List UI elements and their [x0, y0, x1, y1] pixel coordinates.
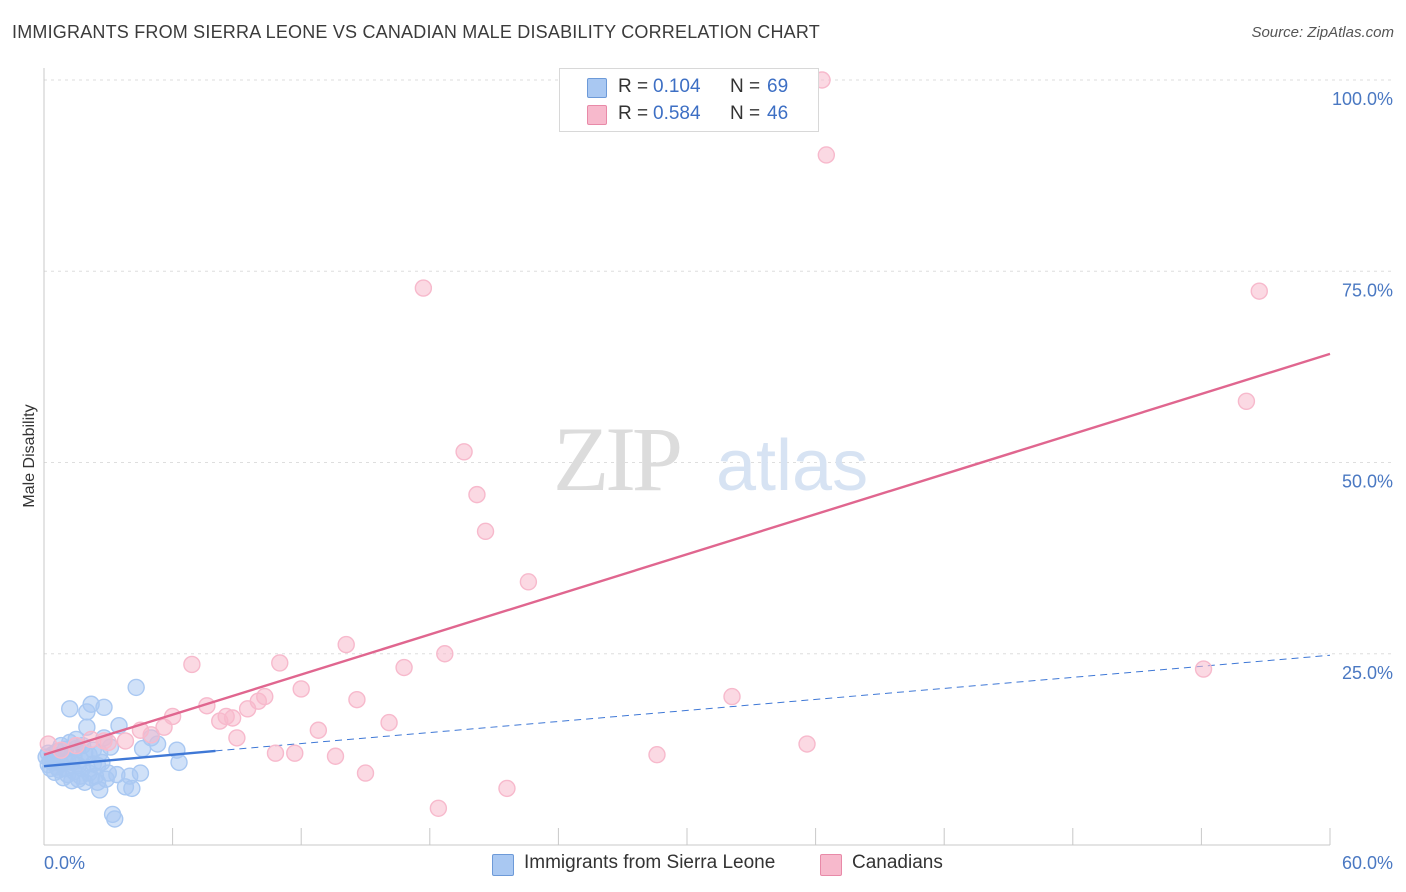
legend-n-value: 69 [767, 76, 789, 97]
data-point [798, 735, 816, 753]
data-point [1237, 392, 1256, 410]
data-point [648, 746, 666, 764]
x-tick-label: 60.0% [1342, 853, 1393, 873]
data-point [127, 678, 145, 697]
y-tick-label: 100.0% [1332, 89, 1393, 109]
data-point [356, 764, 375, 782]
data-point [223, 709, 242, 727]
data-point [61, 700, 79, 718]
data-point [123, 779, 141, 798]
trend-line-1 [43, 352, 1331, 756]
y-tick-label: 25.0% [1342, 663, 1393, 683]
data-point [271, 654, 289, 672]
chart-title: IMMIGRANTS FROM SIERRA LEONE VS CANADIAN… [12, 22, 820, 42]
legend-n-value: 46 [767, 103, 789, 124]
data-point [436, 645, 454, 663]
data-point [286, 744, 304, 762]
data-point [414, 279, 433, 297]
data-points [37, 71, 1268, 828]
data-point [256, 687, 274, 706]
data-point [106, 810, 124, 828]
data-point [116, 732, 135, 750]
data-point [337, 635, 355, 654]
data-point [817, 146, 836, 164]
y-tick-label: 75.0% [1342, 280, 1393, 300]
legend-r-value: 0.584 [653, 103, 701, 124]
y-axis-label: Male Disability [21, 404, 38, 507]
bottom-legend-label: Canadians [852, 852, 943, 873]
legend-r-label: R = [618, 76, 649, 97]
data-point [380, 713, 398, 732]
data-point [131, 764, 150, 782]
data-point [498, 779, 516, 798]
trend-line-0 [43, 749, 216, 768]
trend-lines [215, 654, 1331, 752]
data-point [266, 744, 285, 762]
data-point [1250, 282, 1268, 300]
legend-n-label: N = [730, 103, 761, 124]
legend-r-value: 0.104 [653, 76, 701, 97]
data-point [183, 655, 201, 674]
y-tick-label: 50.0% [1342, 472, 1393, 492]
data-point [170, 753, 188, 772]
data-point [476, 522, 495, 541]
data-point [455, 443, 473, 461]
data-point [1194, 660, 1213, 678]
trend-line-dashed-0 [215, 654, 1331, 752]
legend-n-label: N = [730, 76, 761, 97]
grid-lines [44, 79, 1392, 655]
watermark: ZIP atlas [553, 408, 868, 510]
watermark-atlas: atlas [716, 426, 868, 506]
legend-row-sierra-leone: R = 0.104 N = 69 [560, 74, 818, 100]
data-point [723, 687, 741, 706]
stats-legend: R = 0.104 N = 69 R = 0.584 N = 46 [559, 68, 819, 132]
trend-lines-top [43, 352, 1331, 768]
axes [43, 68, 1330, 846]
bottom-legend-swatch-pink [820, 854, 842, 876]
data-point [95, 698, 113, 716]
data-point [468, 485, 486, 504]
legend-r-label: R = [618, 103, 649, 124]
data-point [326, 747, 345, 765]
bottom-legend-label: Immigrants from Sierra Leone [524, 852, 776, 873]
data-point [395, 658, 413, 677]
data-point [429, 799, 448, 817]
x-tick-label: 0.0% [44, 853, 85, 873]
legend-swatch-pink [587, 105, 607, 125]
data-point [142, 726, 160, 744]
data-point [519, 573, 538, 591]
data-point [292, 680, 310, 698]
x-ticks [43, 828, 1331, 845]
data-point [309, 721, 328, 739]
legend-row-canadians: R = 0.584 N = 46 [560, 101, 818, 127]
data-point [228, 729, 246, 747]
x-tick-labels: 0.0% 60.0% [44, 853, 1393, 873]
watermark-zip: ZIP [553, 408, 680, 510]
source-label: Source: ZipAtlas.com [1251, 24, 1394, 41]
bottom-legend-swatch-blue [492, 854, 514, 876]
series-1-points [39, 71, 1268, 817]
legend-swatch-blue [587, 78, 607, 98]
data-point [348, 690, 366, 709]
y-tick-labels: 25.0% 50.0% 75.0% 100.0% [1332, 89, 1393, 683]
